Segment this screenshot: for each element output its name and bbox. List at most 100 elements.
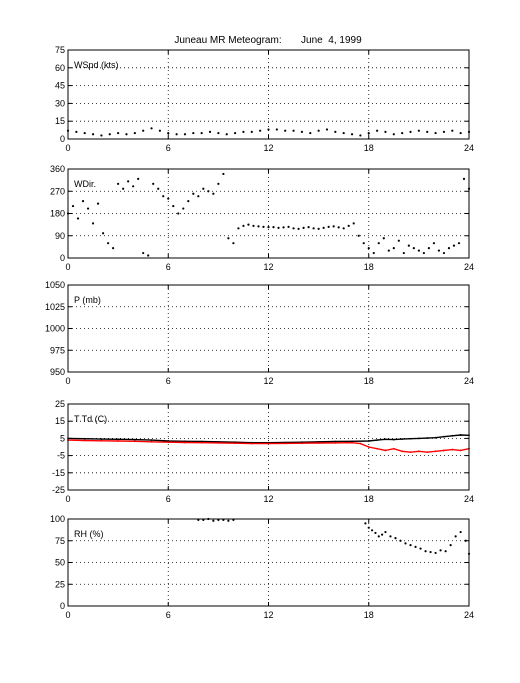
data-point	[442, 251, 446, 255]
data-point	[152, 182, 155, 185]
data-point	[401, 131, 404, 135]
data-point	[247, 223, 250, 226]
x-tick-label: 12	[263, 494, 273, 504]
data-point	[377, 242, 380, 245]
data-point	[227, 237, 230, 240]
data-point	[309, 131, 312, 135]
data-point	[372, 251, 375, 255]
data-point	[147, 254, 150, 257]
data-point	[452, 244, 456, 247]
x-tick-label: 6	[166, 143, 171, 153]
y-tick-label: 50	[55, 558, 65, 568]
y-tick-label: 60	[55, 63, 65, 73]
data-point	[150, 439, 153, 442]
y-tick-label: 75	[55, 45, 65, 55]
data-point	[200, 131, 203, 135]
data-point	[334, 130, 337, 133]
data-point	[409, 544, 412, 547]
data-point	[184, 441, 186, 444]
y-tick-label: 45	[55, 81, 65, 91]
data-point	[351, 441, 353, 444]
data-point	[208, 130, 212, 133]
data-point	[275, 128, 278, 131]
data-point	[150, 440, 153, 443]
data-point	[117, 182, 120, 185]
data-point	[376, 447, 379, 450]
data-point	[382, 237, 385, 240]
x-tick-label: 18	[364, 262, 374, 272]
data-point	[409, 451, 412, 454]
panel-label: T Td (C)	[74, 414, 107, 424]
data-point	[376, 439, 379, 442]
data-point	[287, 225, 290, 228]
data-point	[142, 129, 145, 132]
data-point	[200, 441, 203, 444]
y-tick-label: 1050	[45, 280, 65, 290]
data-point	[350, 133, 354, 136]
data-point	[427, 247, 430, 250]
y-tick-label: 15	[55, 116, 65, 126]
data-point	[434, 551, 437, 555]
x-tick-label: 0	[65, 494, 70, 504]
data-point	[81, 200, 85, 203]
data-point	[86, 207, 90, 210]
data-point	[426, 451, 429, 454]
data-point	[301, 442, 303, 445]
data-point	[158, 129, 161, 132]
data-point	[384, 530, 387, 534]
data-point	[376, 129, 379, 132]
y-tick-label: 0	[60, 253, 65, 263]
data-point	[192, 131, 195, 135]
data-point	[412, 247, 415, 250]
y-tick-label: 25	[55, 579, 65, 589]
data-point	[167, 441, 170, 444]
data-point	[172, 204, 175, 208]
data-point	[100, 439, 103, 442]
data-point	[250, 130, 253, 133]
data-point	[337, 226, 340, 229]
data-point	[197, 195, 200, 198]
data-point	[83, 439, 86, 442]
y-tick-label: 30	[55, 98, 65, 108]
data-point	[227, 519, 230, 522]
data-point	[242, 224, 245, 227]
data-point	[91, 222, 95, 225]
data-point	[96, 202, 100, 205]
data-point	[434, 436, 437, 439]
data-point	[342, 131, 345, 135]
data-point	[381, 533, 384, 536]
data-point	[142, 251, 145, 255]
data-point	[262, 225, 265, 228]
data-point	[443, 449, 445, 452]
data-point	[117, 131, 120, 135]
data-point	[389, 535, 392, 538]
data-point	[117, 440, 120, 442]
panel-3: 0 6 12 18 24 950 975 1000 1025 1050 P (mb)	[45, 280, 474, 386]
data-point	[367, 440, 370, 442]
data-point	[359, 442, 362, 445]
data-point	[207, 190, 210, 193]
data-point	[100, 134, 103, 137]
data-point	[449, 544, 452, 547]
data-point	[334, 440, 337, 443]
data-point	[401, 450, 404, 453]
y-tick-label: 100	[50, 514, 65, 524]
y-tick-label: 1000	[45, 324, 65, 334]
data-point	[277, 226, 280, 229]
panel-2: 0 6 12 18 24 0 90 180 270 360 WDir.	[50, 164, 474, 272]
data-point	[414, 545, 417, 548]
data-point	[259, 129, 262, 132]
x-tick-label: 6	[166, 376, 171, 386]
y-tick-label: 270	[50, 186, 65, 196]
data-point	[347, 224, 350, 227]
x-tick-label: 6	[166, 262, 171, 272]
data-point	[257, 225, 260, 228]
data-point	[125, 133, 128, 136]
y-tick-label: 360	[50, 164, 65, 174]
data-point	[127, 180, 130, 183]
data-point	[117, 438, 120, 441]
x-tick-label: 0	[65, 376, 70, 386]
data-point	[459, 449, 462, 452]
x-tick-label: 12	[263, 376, 273, 386]
x-tick-label: 6	[166, 610, 171, 620]
